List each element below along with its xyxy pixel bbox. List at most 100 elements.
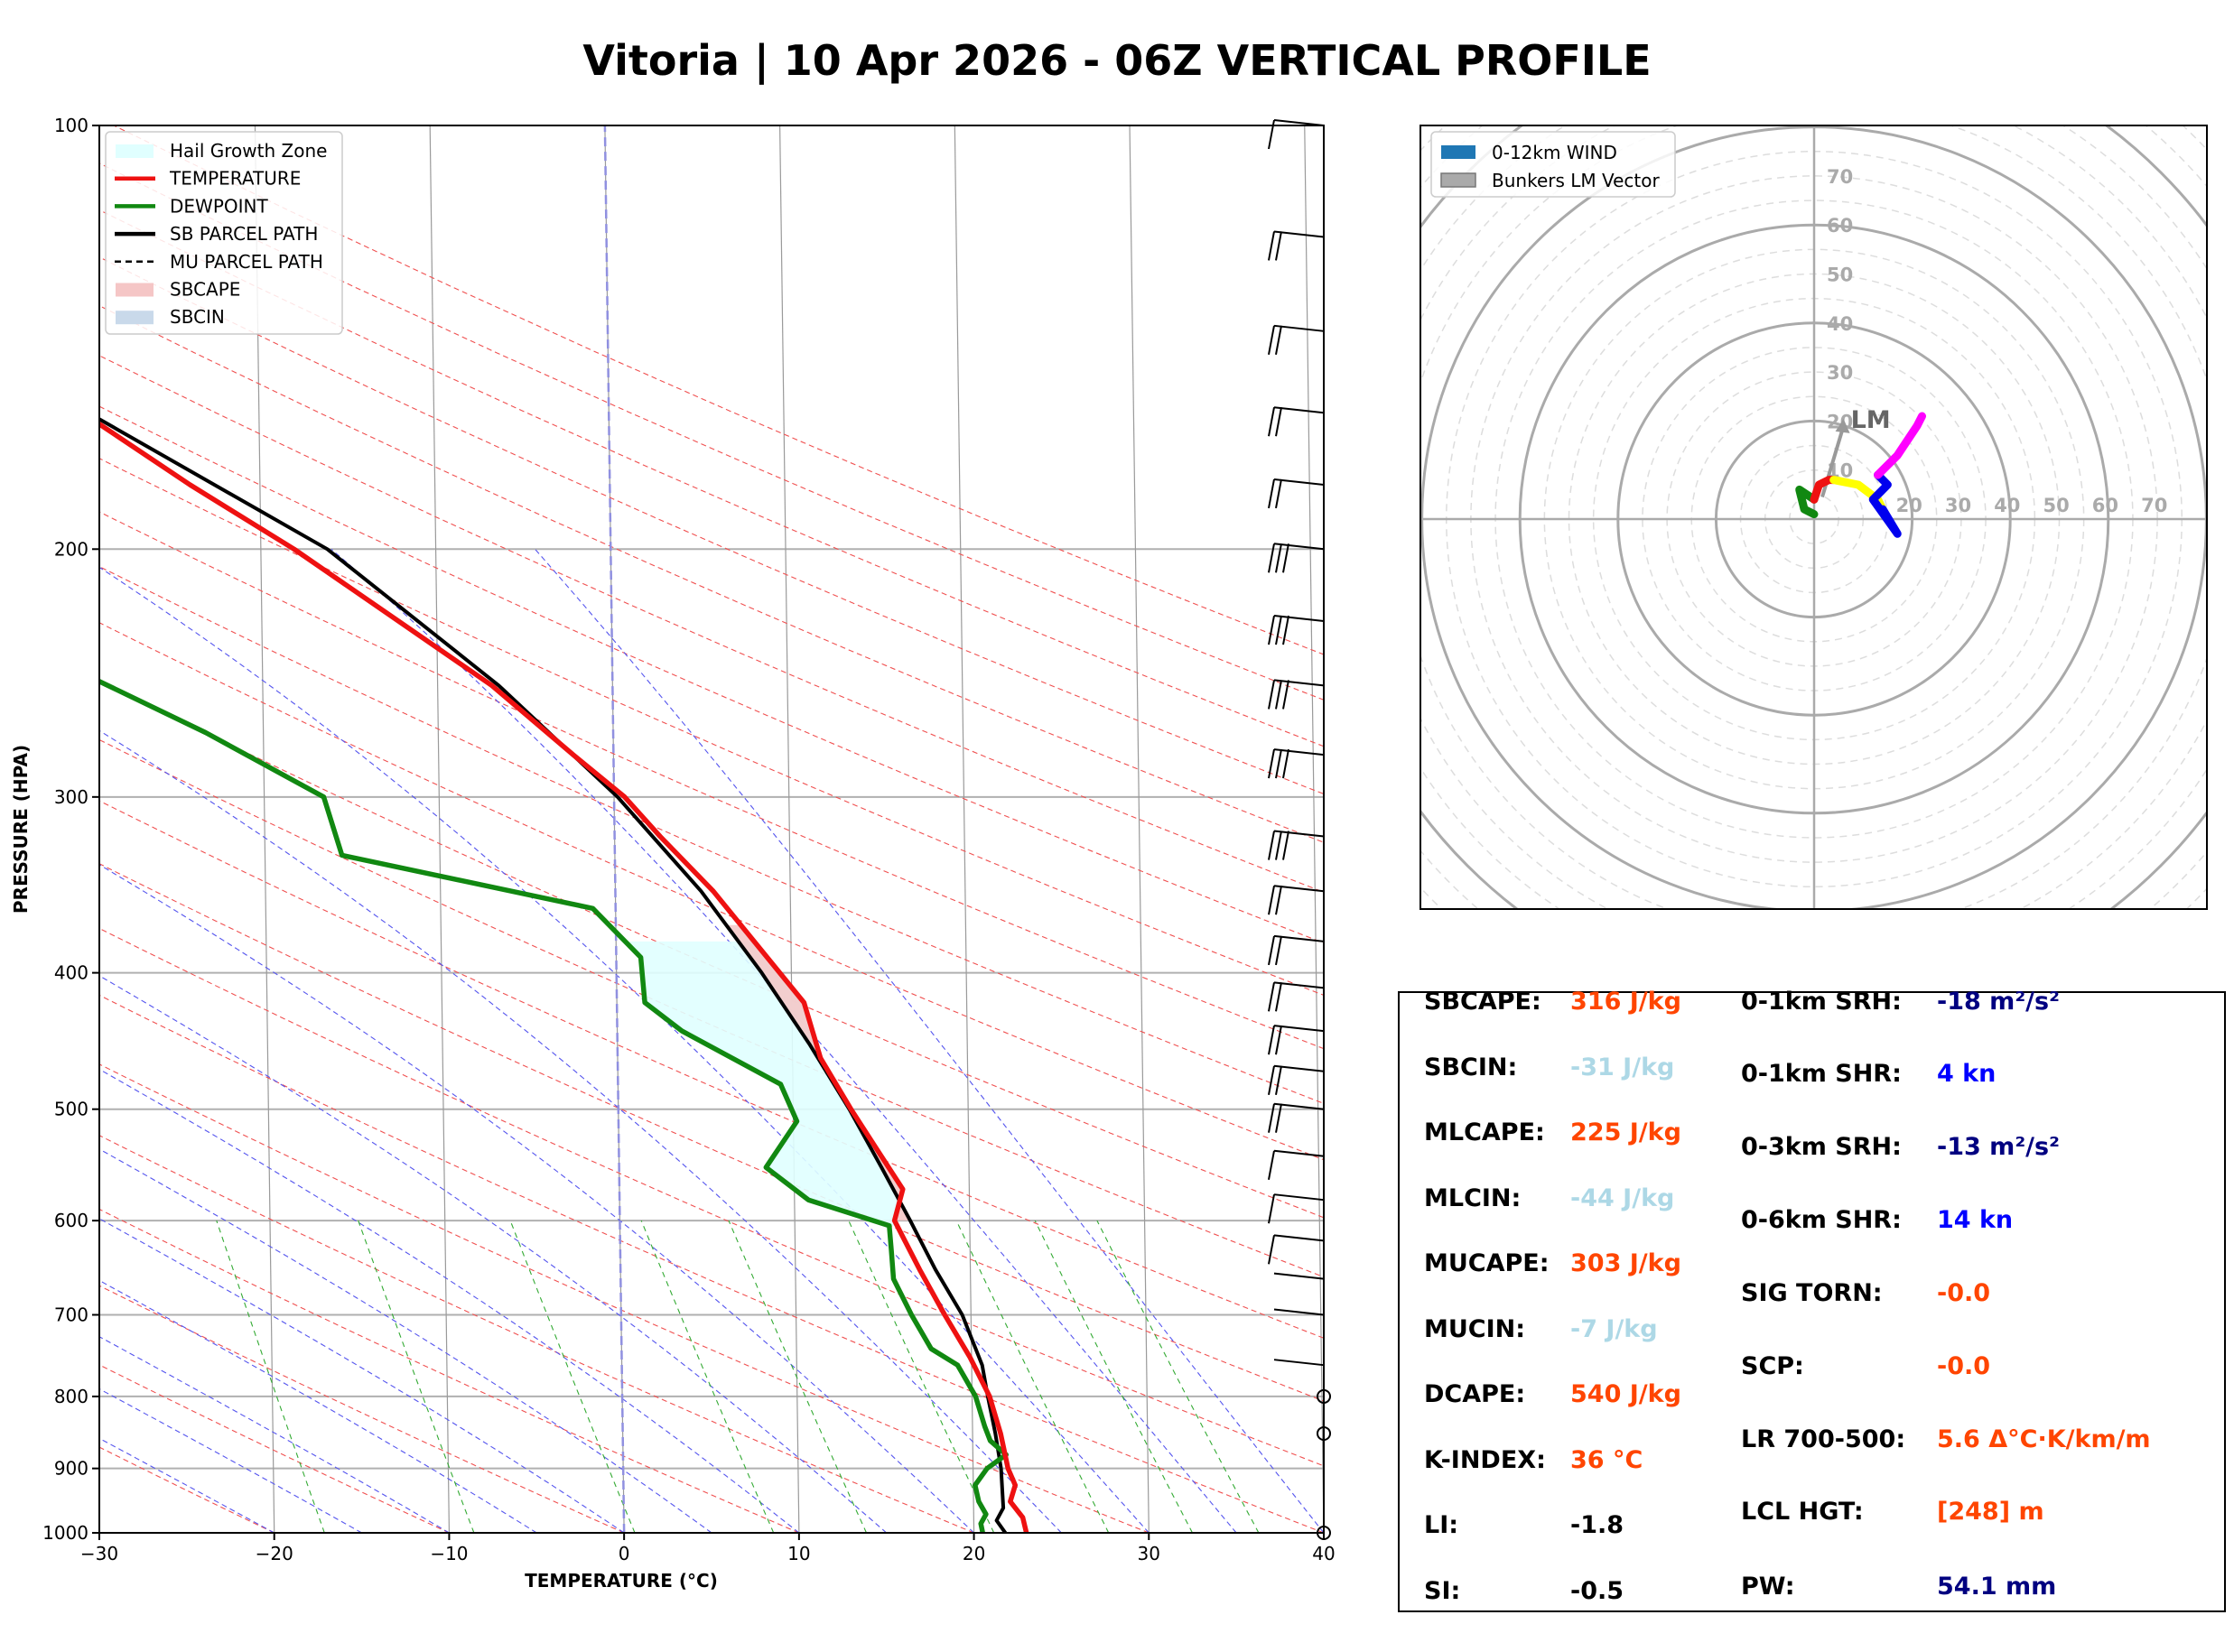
wind-barb — [1273, 1272, 1325, 1280]
dry-adiabat — [99, 405, 1324, 944]
skew-t-frame — [98, 125, 1325, 1534]
mixing-ratio-line — [848, 1220, 995, 1533]
dry-adiabat — [99, 458, 1324, 997]
param-label: DCAPE: — [1424, 1380, 1526, 1408]
x-tick-label: −30 — [80, 1543, 118, 1564]
wind-barb-flag — [1268, 1025, 1275, 1055]
wind-barb-flag — [1268, 680, 1275, 710]
wind-barb — [1273, 230, 1325, 238]
param-label: MLCAPE: — [1424, 1118, 1545, 1146]
wind-barb-flag — [1268, 119, 1275, 150]
isotherm-line — [1304, 125, 1324, 1533]
wind-barb — [1273, 679, 1325, 687]
wind-barb-flag — [1268, 325, 1275, 355]
x-tick-label: 40 — [1312, 1543, 1335, 1564]
dry-adiabat — [99, 1285, 625, 1533]
hodograph-ring-label: 20 — [1896, 495, 1922, 516]
mixing-ratio-line — [640, 1220, 775, 1533]
y-tick-label: 300 — [54, 786, 88, 808]
calm-wind-circle — [1317, 1526, 1331, 1540]
chart-title: Vitoria | 10 Apr 2026 - 06Z VERTICAL PRO… — [582, 36, 1652, 85]
dry-adiabat — [99, 305, 1324, 843]
freezing-isotherm — [603, 125, 626, 1533]
dry-adiabat — [99, 680, 1324, 1219]
wind-barb-flag — [1268, 231, 1275, 261]
wind-barb-flag — [1275, 543, 1282, 573]
wind-barb — [1273, 885, 1325, 893]
dry-adiabat — [99, 738, 1324, 1278]
wind-barb-flag — [1275, 325, 1282, 355]
legend-label: SBCIN — [170, 306, 225, 328]
legend-label: SBCAPE — [170, 279, 240, 301]
hodograph-ring-label: 70 — [2141, 495, 2167, 516]
wind-barb-flag — [1268, 831, 1275, 860]
hodograph-frame — [1420, 125, 2208, 910]
legend-box — [105, 131, 343, 335]
wind-barb-flag — [1268, 886, 1275, 915]
wind-barb-flag — [1282, 680, 1289, 710]
param-label: SIG TORN: — [1741, 1279, 1883, 1307]
wind-barb-flag — [1282, 543, 1289, 573]
dry-adiabat — [99, 256, 1324, 795]
moist-adiabat — [99, 1437, 275, 1533]
x-tick-label: 0 — [619, 1543, 630, 1564]
hodograph-segment — [1868, 470, 1902, 538]
calm-wind-circle — [1317, 1425, 1331, 1441]
mixing-ratio-line — [216, 1220, 325, 1533]
param-label: MLCIN: — [1424, 1183, 1522, 1212]
wind-barb-flag — [1268, 1150, 1275, 1180]
wind-barb — [1273, 543, 1325, 551]
hodograph-ring-label: 60 — [1827, 215, 1853, 237]
hodograph-ring-label: 70 — [1827, 166, 1853, 188]
wind-barb-flag — [1268, 1103, 1275, 1133]
parameters-panel: SBCAPE: 316 J/kg SBCIN: -31 J/kg MLCAPE: 225 … — [1398, 988, 2226, 1612]
moist-adiabat — [99, 1387, 362, 1533]
param-label: 0-1km SHR: — [1741, 1060, 1902, 1088]
wind-barb — [1273, 1234, 1325, 1242]
wind-barbs — [1268, 119, 1331, 1540]
wind-barb-flag — [1268, 1193, 1275, 1224]
param-value: [248] m — [1937, 1498, 2044, 1526]
wind-barb-flag — [1268, 935, 1275, 966]
hodograph-legend: 0-12km WIND Bunkers LM Vector — [1430, 131, 1676, 198]
dry-adiabat — [99, 209, 1324, 747]
param-label: SI: — [1424, 1576, 1461, 1605]
y-tick-label: 900 — [54, 1458, 88, 1480]
moist-adiabat — [330, 548, 1237, 1533]
param-value: -1.8 — [1570, 1511, 1624, 1539]
param-value: -7 J/kg — [1570, 1314, 1658, 1343]
x-tick-label: 20 — [963, 1543, 985, 1564]
param-value: 5.6 Δ°C·K/km/m — [1937, 1425, 2151, 1453]
param-label: MUCAPE: — [1424, 1249, 1550, 1277]
moist-adiabat — [99, 1068, 800, 1533]
wind-barb — [1273, 748, 1325, 756]
dry-adiabat — [99, 1135, 974, 1533]
param-label: K-INDEX: — [1424, 1445, 1546, 1474]
dry-adiabat — [99, 927, 1324, 1467]
moist-adiabat — [99, 975, 888, 1533]
wind-barb-flag — [1275, 1103, 1282, 1133]
x-tick-label: −10 — [430, 1543, 468, 1564]
param-value: -18 m²/s² — [1937, 988, 2060, 1016]
wind-barb-flag — [1282, 748, 1289, 779]
legend-label: MU PARCEL PATH — [170, 251, 323, 273]
hodograph-ring-label: 30 — [1945, 495, 1971, 516]
param-label: SCP: — [1741, 1352, 1804, 1380]
mixing-ratio-line — [358, 1220, 475, 1533]
param-label: MUCIN: — [1424, 1314, 1526, 1343]
hodograph-ring-label: 50 — [1827, 265, 1853, 286]
param-value: 54.1 mm — [1937, 1573, 2057, 1601]
moist-adiabat — [99, 1148, 712, 1533]
wind-barb — [1273, 1308, 1325, 1316]
wind-barb — [1273, 1149, 1325, 1157]
param-label: LI: — [1424, 1511, 1459, 1539]
wind-barb-flag — [1268, 1065, 1275, 1095]
dry-adiabat — [99, 162, 1324, 701]
param-label: 0-6km SHR: — [1741, 1206, 1902, 1234]
x-tick-label: 30 — [1138, 1543, 1160, 1564]
bunkers-lm-arrowhead — [1835, 418, 1850, 433]
param-value: 14 kn — [1937, 1206, 2014, 1234]
wind-barb — [1273, 830, 1325, 838]
